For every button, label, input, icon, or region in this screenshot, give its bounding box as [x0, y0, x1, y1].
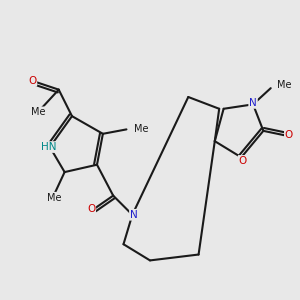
Text: HN: HN: [41, 142, 56, 152]
Text: O: O: [28, 76, 36, 86]
Text: N: N: [249, 98, 257, 108]
Text: N: N: [130, 210, 138, 220]
Text: Me: Me: [134, 124, 148, 134]
Text: O: O: [238, 156, 247, 166]
Text: Me: Me: [277, 80, 292, 90]
Text: Me: Me: [31, 107, 45, 117]
Text: O: O: [87, 204, 95, 214]
Text: Me: Me: [47, 193, 62, 203]
Text: O: O: [285, 130, 293, 140]
